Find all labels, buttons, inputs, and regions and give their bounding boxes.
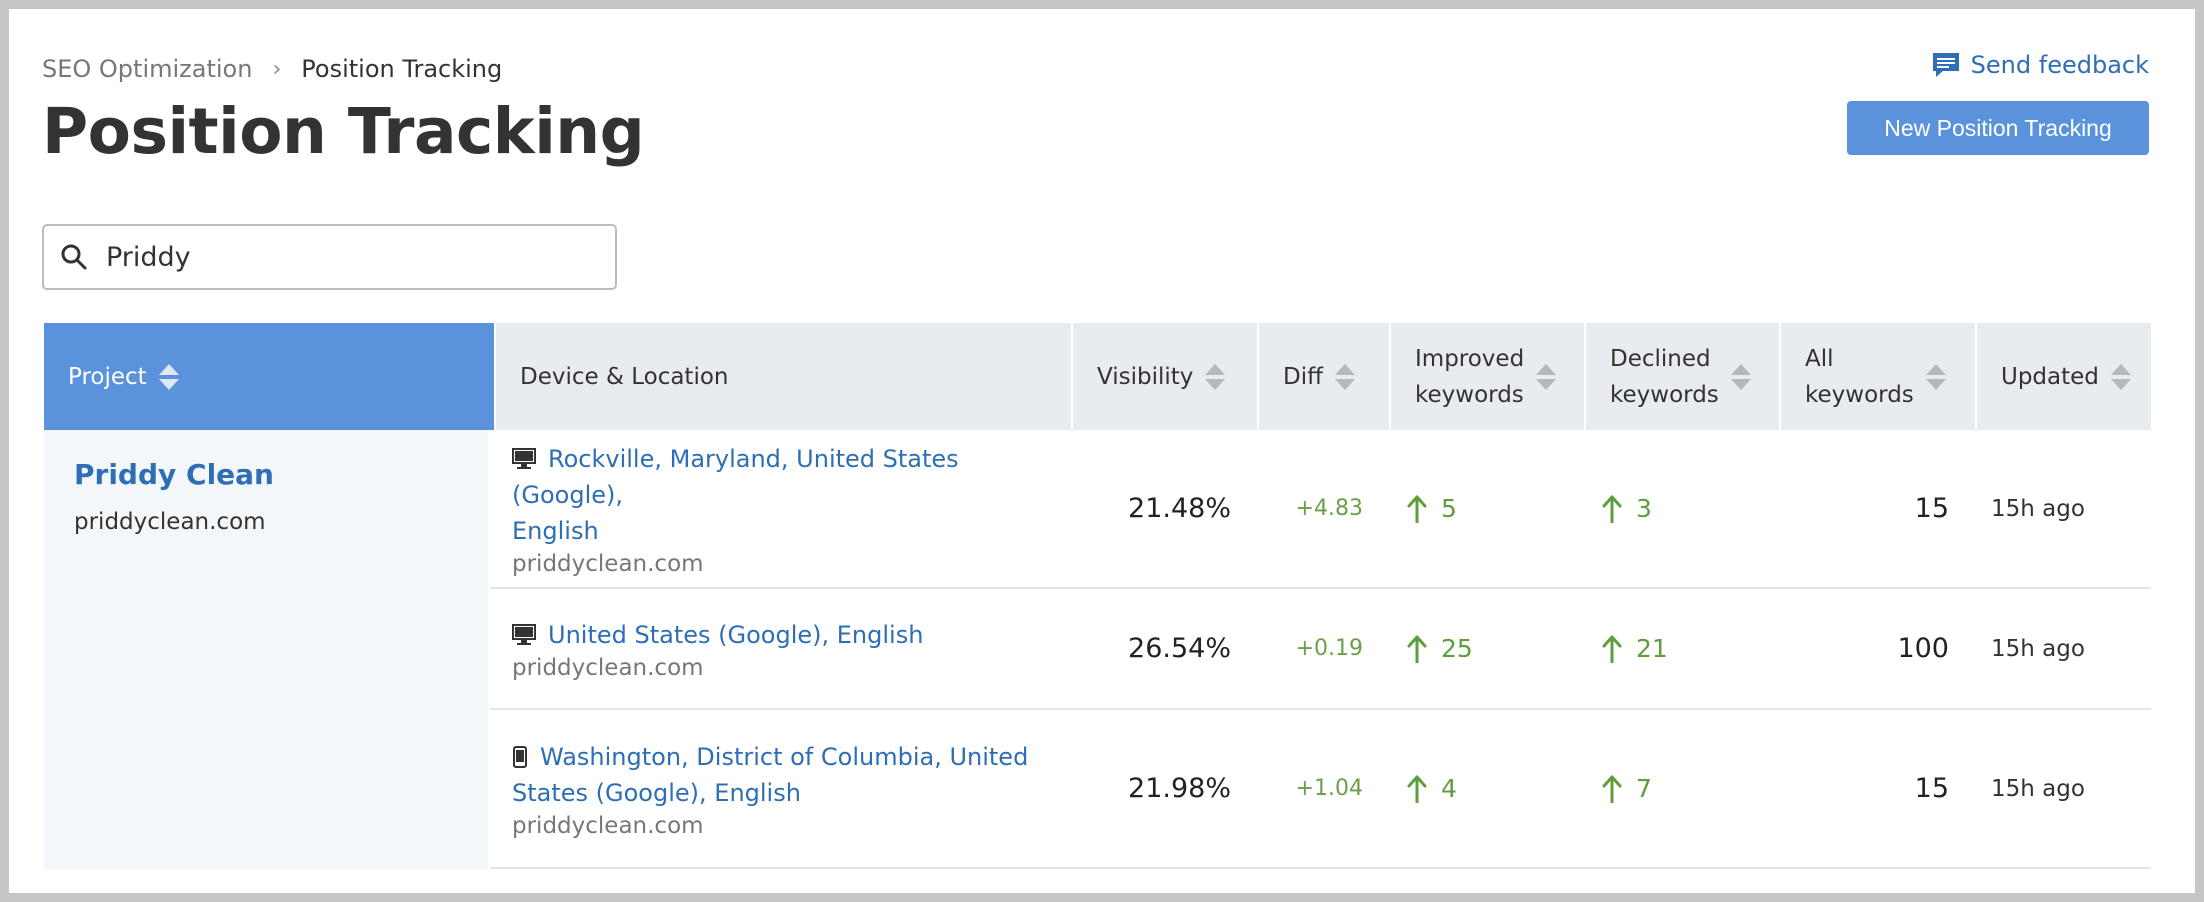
column-declined-label: Declined keywords	[1610, 341, 1719, 413]
desktop-icon	[512, 623, 536, 645]
visibility-value: 21.48%	[1128, 493, 1231, 524]
location-line1: United States (Google), English	[548, 620, 924, 649]
breadcrumb-seo-optimization[interactable]: SEO Optimization	[42, 55, 253, 83]
search-box[interactable]	[42, 224, 617, 290]
column-all-label: All keywords	[1805, 341, 1914, 413]
column-visibility[interactable]: Visibility	[1073, 323, 1259, 430]
column-improved-line2: keywords	[1415, 381, 1524, 408]
desktop-icon	[512, 447, 536, 469]
sort-icon[interactable]	[2110, 363, 2131, 390]
updated-value: 15h ago	[1991, 775, 2085, 802]
arrow-up-icon	[1407, 775, 1427, 803]
location-line2: English	[512, 516, 599, 545]
location-line2: States (Google), English	[512, 778, 801, 807]
table-row[interactable]: Rockville, Maryland, United States (Goog…	[490, 430, 2151, 589]
declined-keywords-value: 3	[1636, 494, 1652, 523]
search-icon	[61, 244, 87, 270]
column-declined-line2: keywords	[1610, 381, 1719, 408]
declined-keywords-cell[interactable]: 21	[1580, 589, 1775, 708]
send-feedback-link[interactable]: Send feedback	[1931, 51, 2149, 79]
table-row[interactable]: Washington, District of Columbia, United…	[490, 710, 2151, 869]
improved-keywords-value: 25	[1441, 634, 1473, 663]
improved-keywords-value: 5	[1441, 494, 1457, 523]
column-improved-label: Improved keywords	[1415, 341, 1524, 413]
improved-keywords-cell[interactable]: 5	[1385, 430, 1580, 587]
location-line1: Rockville, Maryland, United States (Goog…	[512, 444, 959, 509]
column-updated-label: Updated	[2001, 363, 2099, 390]
row-domain: priddyclean.com	[512, 550, 704, 577]
breadcrumb: SEO Optimization › Position Tracking	[42, 55, 502, 83]
location-link[interactable]: Rockville, Maryland, United States (Goog…	[512, 441, 1065, 549]
project-domain: priddyclean.com	[74, 509, 266, 535]
column-declined-keywords[interactable]: Declined keywords	[1586, 323, 1781, 430]
column-device-location-label: Device & Location	[520, 363, 729, 390]
visibility-value: 26.54%	[1128, 633, 1231, 664]
project-cell: Priddy Clean priddyclean.com	[44, 430, 490, 869]
column-diff[interactable]: Diff	[1259, 323, 1391, 430]
declined-keywords-value: 21	[1636, 634, 1668, 663]
page-title: Position Tracking	[42, 95, 645, 168]
location-link[interactable]: Washington, District of Columbia, United…	[512, 739, 1028, 811]
search-input[interactable]	[106, 241, 576, 273]
all-keywords-value[interactable]: 100	[1897, 633, 1949, 664]
page-frame: SEO Optimization › Position Tracking Pos…	[9, 9, 2195, 893]
column-updated[interactable]: Updated	[1977, 323, 2151, 430]
improved-keywords-cell[interactable]: 4	[1385, 710, 1580, 867]
sort-icon[interactable]	[1334, 363, 1355, 390]
sort-icon[interactable]	[158, 363, 179, 390]
column-all-line2: keywords	[1805, 381, 1914, 408]
send-feedback-label: Send feedback	[1970, 51, 2149, 79]
device-location-cell: United States (Google), English priddycl…	[490, 589, 1067, 708]
diff-value: +0.19	[1295, 636, 1363, 661]
arrow-up-icon	[1407, 495, 1427, 523]
improved-keywords-value: 4	[1441, 774, 1457, 803]
arrow-up-icon	[1602, 495, 1622, 523]
sort-icon[interactable]	[1730, 363, 1751, 390]
new-position-tracking-button[interactable]: New Position Tracking	[1847, 101, 2149, 155]
table-body: Priddy Clean priddyclean.com Rockville, …	[44, 430, 2151, 869]
column-all-line1: All	[1805, 345, 1834, 372]
table-header: Project Device & Location Visibility Dif…	[44, 323, 2151, 430]
all-keywords-value[interactable]: 15	[1914, 773, 1949, 804]
improved-keywords-cell[interactable]: 25	[1385, 589, 1580, 708]
diff-value: +1.04	[1295, 776, 1363, 801]
row-domain: priddyclean.com	[512, 654, 704, 681]
chat-bubble-icon	[1932, 53, 1959, 77]
mobile-icon	[513, 745, 527, 768]
arrow-up-icon	[1602, 635, 1622, 663]
location-link[interactable]: United States (Google), English	[512, 617, 923, 653]
arrow-up-icon	[1602, 775, 1622, 803]
declined-keywords-cell[interactable]: 3	[1580, 430, 1775, 587]
location-line1: Washington, District of Columbia, United	[540, 742, 1029, 771]
arrow-up-icon	[1407, 635, 1427, 663]
column-device-location: Device & Location	[496, 323, 1073, 430]
chevron-right-icon: ›	[272, 56, 282, 82]
updated-value: 15h ago	[1991, 495, 2085, 522]
table-row[interactable]: United States (Google), English priddycl…	[490, 589, 2151, 710]
row-domain: priddyclean.com	[512, 812, 704, 839]
device-location-cell: Washington, District of Columbia, United…	[490, 710, 1067, 867]
sort-icon[interactable]	[1536, 363, 1557, 390]
sort-icon[interactable]	[1925, 363, 1946, 390]
column-diff-label: Diff	[1283, 363, 1323, 390]
visibility-value: 21.98%	[1128, 773, 1231, 804]
device-location-cell: Rockville, Maryland, United States (Goog…	[490, 430, 1067, 587]
declined-keywords-value: 7	[1636, 774, 1652, 803]
updated-value: 15h ago	[1991, 635, 2085, 662]
column-declined-line1: Declined	[1610, 345, 1711, 372]
campaign-rows: Rockville, Maryland, United States (Goog…	[490, 430, 2151, 869]
column-improved-keywords[interactable]: Improved keywords	[1391, 323, 1586, 430]
diff-value: +4.83	[1295, 496, 1363, 521]
declined-keywords-cell[interactable]: 7	[1580, 710, 1775, 867]
column-improved-line1: Improved	[1415, 345, 1525, 372]
column-visibility-label: Visibility	[1097, 363, 1194, 390]
breadcrumb-current: Position Tracking	[301, 55, 503, 83]
projects-table: Project Device & Location Visibility Dif…	[44, 323, 2151, 869]
project-name-link[interactable]: Priddy Clean	[74, 458, 274, 491]
sort-icon[interactable]	[1205, 363, 1226, 390]
column-project[interactable]: Project	[44, 323, 496, 430]
column-project-label: Project	[68, 363, 147, 390]
all-keywords-value[interactable]: 15	[1914, 493, 1949, 524]
column-all-keywords[interactable]: All keywords	[1781, 323, 1977, 430]
